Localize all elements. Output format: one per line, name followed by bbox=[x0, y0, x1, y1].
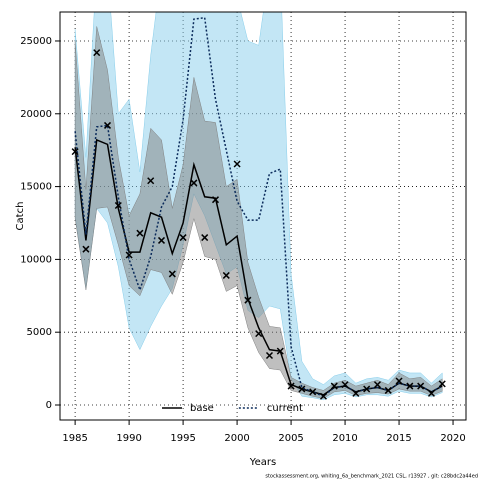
observation bbox=[82, 245, 90, 253]
y-tick-label: 20000 bbox=[20, 109, 52, 120]
footer: stockassessment.org, whiting_6a_benchmar… bbox=[265, 474, 478, 480]
observation bbox=[363, 385, 371, 393]
observation bbox=[222, 271, 230, 279]
plot-area bbox=[60, 12, 466, 420]
observation bbox=[330, 382, 338, 390]
legend: base current bbox=[162, 403, 303, 414]
observation bbox=[395, 377, 403, 385]
observation bbox=[276, 347, 284, 355]
confidence-band bbox=[74, 26, 443, 399]
legend-label: current bbox=[267, 403, 303, 414]
observation bbox=[136, 229, 144, 237]
observation bbox=[71, 148, 79, 156]
x-tick-label: 2020 bbox=[440, 433, 465, 444]
observation bbox=[233, 160, 241, 168]
observation bbox=[319, 392, 327, 400]
x-tick-label: 2000 bbox=[224, 433, 249, 444]
legend-label: base bbox=[190, 403, 214, 414]
observation bbox=[265, 351, 274, 360]
x-tick-label: 1985 bbox=[62, 433, 87, 444]
axes: 1985 1990 1995 2000 2005 2010 2015 2020 0 5000 100… bbox=[20, 36, 466, 444]
y-tick-label: 0 bbox=[46, 400, 52, 411]
observation bbox=[93, 49, 101, 57]
observation bbox=[179, 234, 187, 242]
plot-frame bbox=[59, 11, 467, 421]
observation bbox=[417, 382, 425, 390]
observation bbox=[255, 330, 263, 338]
x-axis-label: Years bbox=[249, 457, 276, 468]
x-tick-label: 1990 bbox=[116, 433, 141, 444]
observation bbox=[352, 389, 360, 397]
observation bbox=[201, 234, 209, 242]
x-tick-label: 1995 bbox=[170, 433, 195, 444]
observation bbox=[125, 251, 133, 259]
observation bbox=[168, 270, 176, 278]
y-tick-label: 5000 bbox=[27, 327, 52, 338]
observation bbox=[427, 389, 435, 397]
observation bbox=[309, 388, 317, 396]
y-tick-label: 15000 bbox=[20, 182, 52, 193]
observation bbox=[298, 385, 306, 393]
observation bbox=[384, 386, 392, 394]
observation bbox=[157, 236, 166, 244]
observation bbox=[373, 381, 381, 389]
observation bbox=[147, 177, 155, 185]
observation bbox=[406, 382, 414, 390]
y-tick-label: 25000 bbox=[20, 36, 52, 47]
x-tick-label: 2005 bbox=[278, 433, 303, 444]
observation bbox=[190, 179, 198, 187]
x-tick-label: 2015 bbox=[386, 433, 411, 444]
observation bbox=[341, 381, 349, 389]
observation bbox=[287, 382, 295, 390]
observation bbox=[438, 380, 446, 388]
y-axis-label: Catch bbox=[15, 202, 26, 231]
y-tick-label: 10000 bbox=[20, 254, 52, 265]
x-tick-label: 2010 bbox=[332, 433, 357, 444]
observation bbox=[244, 296, 252, 304]
series-line bbox=[74, 16, 443, 398]
observation bbox=[114, 201, 122, 210]
observation bbox=[211, 196, 220, 204]
observation bbox=[103, 121, 112, 129]
